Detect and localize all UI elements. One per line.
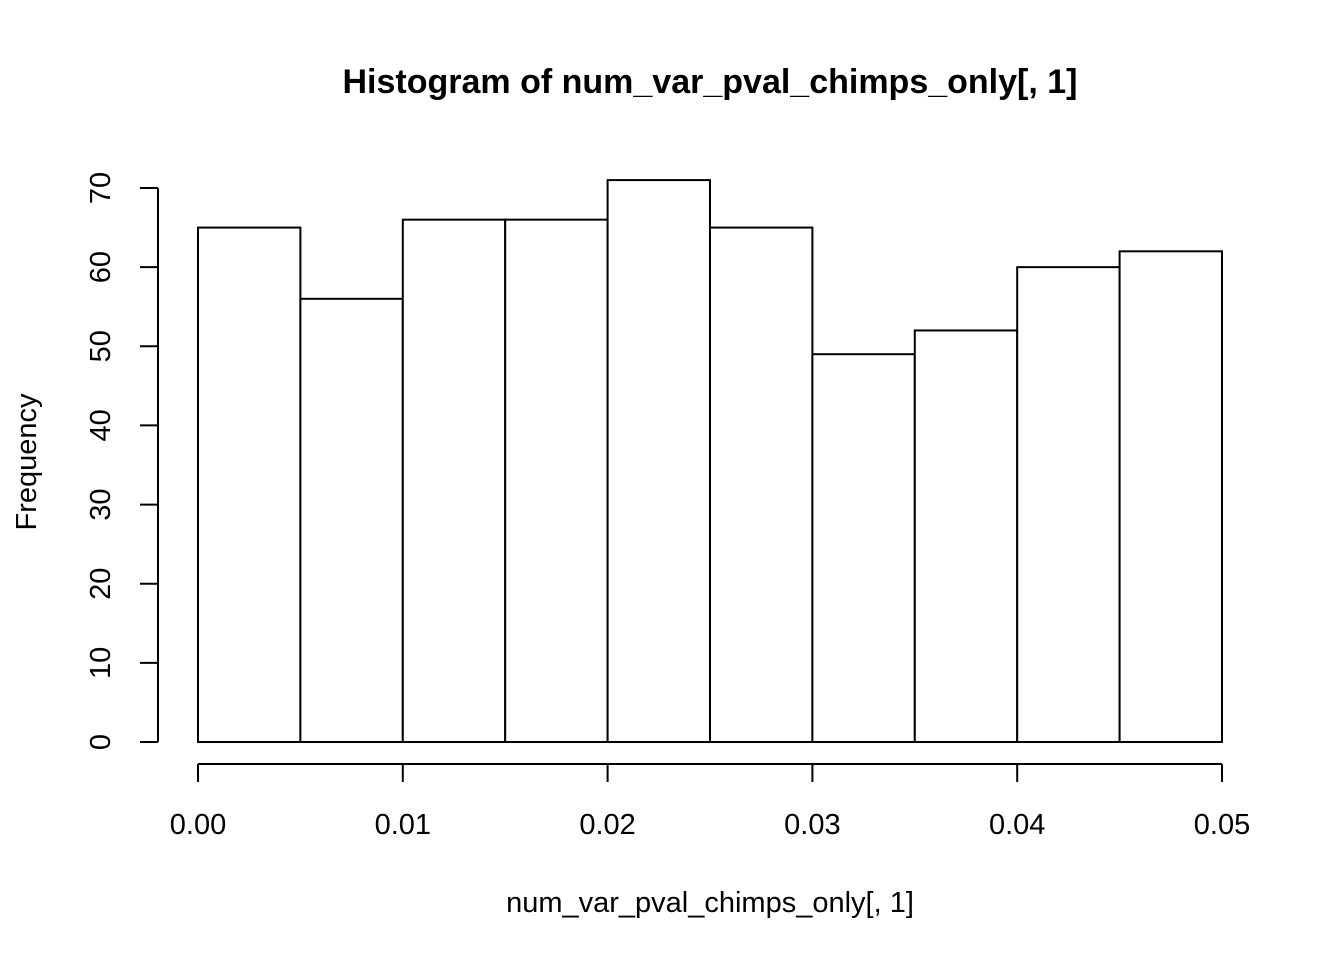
y-tick-label: 0: [85, 734, 117, 750]
y-tick-label: 20: [85, 568, 117, 600]
x-tick-label: 0.01: [375, 809, 431, 841]
y-axis: 0 10 20 30 40 50 60 70: [85, 172, 159, 750]
chart-title: Histogram of num_var_pval_chimps_only[, …: [343, 63, 1078, 101]
y-tick-label: 50: [85, 330, 117, 362]
x-axis-label: num_var_pval_chimps_only[, 1]: [506, 887, 914, 919]
histogram-bar-3: [401, 218, 507, 743]
x-tick-label: 0.03: [784, 809, 840, 841]
x-tick-label: 0.05: [1194, 809, 1250, 841]
histogram-bars: [197, 179, 1223, 744]
histogram-bar-5: [606, 179, 711, 744]
y-tick-label: 40: [85, 409, 117, 441]
histogram-bar-1: [197, 226, 302, 744]
x-axis: 0.00 0.01 0.02 0.03 0.04 0.05: [170, 763, 1250, 841]
x-tick-label: 0.02: [579, 809, 635, 841]
y-tick-label: 30: [85, 488, 117, 520]
histogram-bar-7: [811, 353, 916, 743]
histogram-bar-6: [709, 226, 814, 744]
x-tick-label: 0.00: [170, 809, 226, 841]
y-tick-label: 60: [85, 251, 117, 283]
histogram-bar-10: [1118, 250, 1223, 743]
y-tick-label: 10: [85, 647, 117, 679]
histogram-bar-9: [1016, 266, 1121, 743]
histogram-bar-8: [913, 329, 1019, 743]
y-axis-label: Frequency: [11, 393, 43, 531]
histogram-bar-2: [299, 297, 404, 743]
y-tick-label: 70: [85, 172, 117, 204]
histogram-bar-4: [504, 218, 609, 743]
x-tick-label: 0.04: [989, 809, 1045, 841]
